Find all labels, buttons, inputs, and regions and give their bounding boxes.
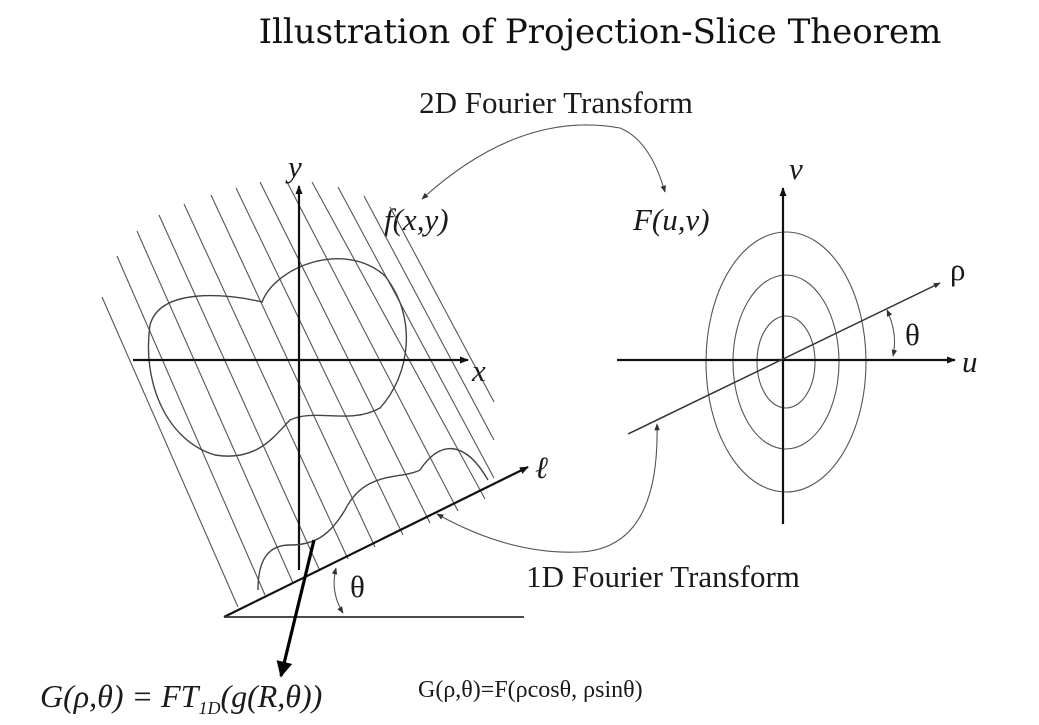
ell-axis xyxy=(223,466,529,618)
ft1d-arrow xyxy=(436,423,660,553)
g-equation: G(ρ,θ) = FT1D(g(R,θ)) xyxy=(40,678,322,718)
F-uv-label: F(u,v) xyxy=(632,202,710,237)
g-equation-main: G(ρ,θ) = FT xyxy=(40,678,201,714)
rho-slice-line xyxy=(627,282,941,435)
x-axis-label: x xyxy=(471,353,486,388)
frequency-contours xyxy=(705,231,867,493)
theta-left-label: θ xyxy=(350,569,365,604)
object-outline xyxy=(147,258,408,457)
projection-profile xyxy=(257,447,489,591)
slice-equation: G(ρ,θ)=F(ρcosθ, ρsinθ) xyxy=(418,677,643,703)
ell-axis-label: ℓ xyxy=(535,450,548,485)
g-equation-sub: 1D xyxy=(198,698,220,718)
theta-left-arc xyxy=(331,567,344,614)
f-xy-label: f(x,y) xyxy=(384,202,449,237)
diagram-title: Illustration of Projection-Slice Theorem xyxy=(259,12,942,52)
ft2d-label: 2D Fourier Transform xyxy=(419,85,693,120)
projection-to-equation-arrow xyxy=(276,539,316,678)
rho-axis-label: ρ xyxy=(950,252,965,287)
u-axis-label: u xyxy=(962,344,978,379)
ft1d-label: 1D Fourier Transform xyxy=(526,559,800,594)
v-axis-label: v xyxy=(789,151,803,186)
g-equation-tail: (g(R,θ)) xyxy=(220,678,322,714)
y-axis-label: y xyxy=(285,149,302,184)
theta-right-label: θ xyxy=(905,317,920,352)
theta-right-arc xyxy=(886,309,898,357)
ft2d-arrow xyxy=(421,124,666,200)
